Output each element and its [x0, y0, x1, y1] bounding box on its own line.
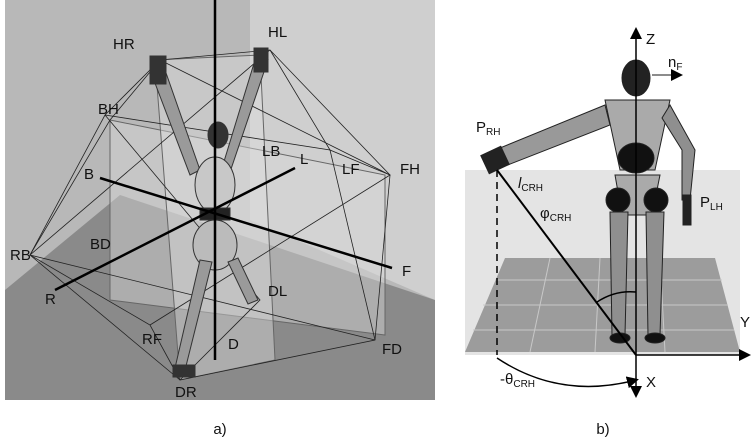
label: R	[45, 291, 56, 308]
label: HL	[268, 24, 287, 41]
label: RB	[10, 247, 31, 264]
label: B	[84, 166, 94, 183]
label: HR	[113, 36, 135, 53]
label: RF	[142, 331, 162, 348]
subscript: F	[676, 62, 682, 73]
axis-label: X	[646, 374, 656, 391]
symbol-label: PRH	[476, 119, 500, 138]
symbol: P	[700, 194, 710, 211]
label: L	[300, 151, 308, 168]
symbol-label: -θCRH	[500, 371, 535, 390]
label: DL	[268, 283, 287, 300]
axis-label: Z	[646, 31, 655, 48]
label: D	[228, 336, 239, 353]
label: BH	[98, 101, 119, 118]
label: FD	[382, 341, 402, 358]
symbol: -θ	[500, 371, 513, 388]
subscript: CRH	[513, 379, 535, 390]
label: FH	[400, 161, 420, 178]
subscript: RH	[486, 127, 500, 138]
label: BD	[90, 236, 111, 253]
symbol-label: nF	[668, 54, 682, 73]
caption: a)	[213, 421, 226, 438]
symbol: n	[668, 54, 676, 71]
caption: b)	[596, 421, 609, 438]
figure: HRHLBHLBLLFFHBRBBDRFDLRFDFDDR a)	[0, 0, 756, 443]
label: LB	[262, 143, 280, 160]
axis-label: Y	[740, 314, 750, 331]
label: LF	[342, 161, 360, 178]
label: DR	[175, 384, 197, 401]
symbol: φ	[540, 205, 550, 222]
label: F	[402, 263, 411, 280]
subscript: CRH	[521, 183, 543, 194]
subscript: LH	[710, 202, 723, 213]
symbol: P	[476, 119, 486, 136]
subscript: CRH	[550, 213, 572, 224]
